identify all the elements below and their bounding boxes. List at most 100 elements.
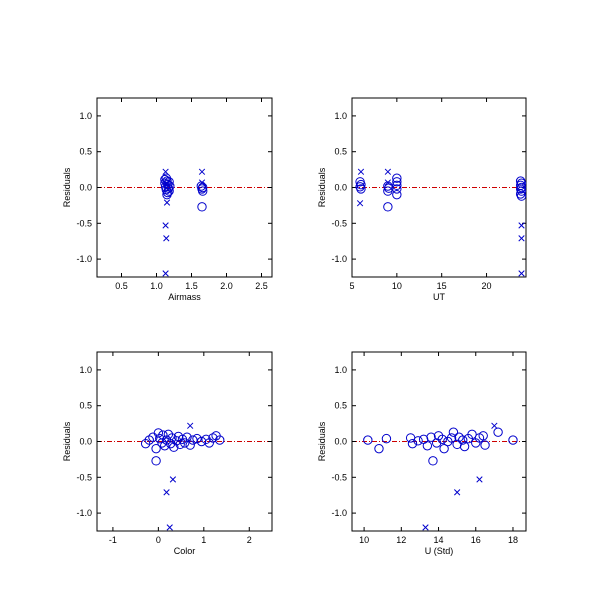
data-point-circle bbox=[175, 439, 185, 450]
y-tick-label: -0.5 bbox=[76, 218, 92, 228]
data-point-x bbox=[518, 270, 525, 277]
data-point-circle bbox=[413, 436, 423, 446]
y-tick-label: 0.5 bbox=[334, 147, 347, 157]
data-point-x bbox=[356, 200, 364, 207]
y-tick-label: -1.0 bbox=[76, 254, 92, 264]
data-point-x bbox=[163, 489, 170, 496]
data-point-x bbox=[162, 222, 169, 229]
data-point-x bbox=[422, 524, 429, 531]
residual-panel-4: 1.0 0.5 0.0 -0.5 -1.0 10 12 14 16 18 U (Std) Residu… bbox=[317, 351, 527, 556]
residual-panel-2: 1.0 0.5 0.0 -0.5 -1.0 5 10 15 20 UT Residuals bbox=[317, 97, 527, 302]
y-axis-label: Residuals bbox=[317, 421, 327, 461]
data-point-circle bbox=[439, 443, 449, 454]
data-point-circle bbox=[392, 189, 402, 200]
data-point-circle bbox=[151, 456, 161, 466]
data-point-circle bbox=[458, 435, 468, 445]
data-point-circle bbox=[480, 440, 490, 450]
x-tick-label: 14 bbox=[434, 535, 444, 545]
data-point-circle bbox=[448, 427, 459, 437]
data-point-x bbox=[491, 422, 498, 429]
x-tick-label: 10 bbox=[392, 281, 402, 291]
x-tick-label: 10 bbox=[359, 535, 369, 545]
y-tick-label: 0.0 bbox=[334, 437, 347, 447]
data-point-circle bbox=[437, 434, 447, 445]
data-point-x bbox=[198, 179, 206, 186]
y-tick-label: -0.5 bbox=[331, 472, 347, 482]
x-tick-label: 1.5 bbox=[185, 281, 198, 291]
x-tick-label: 12 bbox=[396, 535, 406, 545]
data-point-x bbox=[162, 270, 169, 277]
data-point-circle bbox=[516, 191, 527, 201]
y-tick-label: 0.5 bbox=[334, 401, 347, 411]
data-point-circle bbox=[169, 442, 179, 452]
y-axis-label: Residuals bbox=[62, 421, 72, 461]
data-point-circle bbox=[165, 181, 175, 191]
data-point-circle bbox=[392, 184, 402, 194]
data-point-x bbox=[518, 235, 525, 242]
data-point-x bbox=[453, 489, 461, 496]
data-point-x bbox=[357, 168, 365, 175]
residual-panel-1: 1.0 0.5 0.0 -0.5 -1.0 0.5 1.0 1.5 2.0 2.5 Airmass R… bbox=[62, 97, 273, 302]
y-tick-label: 1.0 bbox=[334, 111, 347, 121]
x-axis-label: U (Std) bbox=[425, 546, 454, 556]
data-point-circle bbox=[493, 427, 503, 437]
x-tick-label: -1 bbox=[109, 535, 117, 545]
data-point-circle bbox=[215, 435, 225, 445]
y-tick-label: 0.0 bbox=[79, 183, 92, 193]
data-point-circle bbox=[426, 432, 436, 442]
y-tick-label: 0.5 bbox=[79, 401, 92, 411]
x-axis-label: Airmass bbox=[168, 292, 201, 302]
x-tick-label: 16 bbox=[471, 535, 481, 545]
data-point-circle bbox=[160, 441, 170, 451]
data-point-circle bbox=[204, 438, 214, 448]
y-tick-label: -1.0 bbox=[331, 508, 347, 518]
data-point-circle bbox=[165, 438, 176, 449]
x-axis-label: UT bbox=[433, 292, 445, 302]
data-point-circle bbox=[185, 440, 195, 450]
data-point-circle bbox=[392, 173, 402, 183]
data-point-circle bbox=[381, 433, 392, 444]
data-point-circle bbox=[201, 434, 211, 445]
y-tick-label: 0.0 bbox=[334, 183, 347, 193]
data-point-circle bbox=[153, 428, 164, 438]
data-point-circle bbox=[167, 433, 177, 443]
x-tick-label: 15 bbox=[437, 281, 447, 291]
data-point-circle bbox=[356, 184, 366, 194]
y-tick-label: 1.0 bbox=[334, 365, 347, 375]
data-point-circle bbox=[392, 180, 402, 191]
data-point-circle bbox=[208, 433, 218, 443]
data-point-circle bbox=[182, 432, 192, 442]
data-point-circle bbox=[158, 430, 168, 440]
data-point-x bbox=[384, 179, 392, 186]
data-point-circle bbox=[180, 438, 190, 448]
y-tick-label: -0.5 bbox=[331, 218, 347, 228]
x-tick-label: 1.0 bbox=[150, 281, 163, 291]
data-point-x bbox=[163, 180, 170, 187]
x-tick-label: 18 bbox=[508, 535, 518, 545]
data-point-circle bbox=[192, 433, 202, 444]
x-tick-label: 0.5 bbox=[115, 281, 128, 291]
data-point-x bbox=[518, 222, 525, 229]
data-point-x bbox=[476, 476, 483, 483]
y-axis-label: Residuals bbox=[62, 167, 72, 207]
data-point-circle bbox=[478, 431, 488, 441]
data-point-x bbox=[198, 168, 206, 175]
data-point-x bbox=[169, 476, 177, 483]
data-point-circle bbox=[163, 429, 174, 440]
x-tick-label: 2.0 bbox=[220, 281, 233, 291]
y-tick-label: -0.5 bbox=[76, 472, 92, 482]
data-point-x bbox=[384, 168, 392, 175]
y-tick-label: 1.0 bbox=[79, 111, 92, 121]
data-point-circle bbox=[363, 435, 373, 445]
data-point-circle bbox=[198, 186, 208, 196]
data-point-circle bbox=[459, 441, 470, 452]
x-tick-label: 5 bbox=[349, 281, 354, 291]
data-point-circle bbox=[407, 438, 418, 449]
data-point-circle bbox=[446, 433, 457, 443]
data-point-circle bbox=[508, 435, 518, 445]
data-point-circle bbox=[374, 443, 384, 454]
data-point-circle bbox=[163, 179, 173, 190]
y-tick-label: 0.0 bbox=[79, 437, 92, 447]
y-tick-label: 1.0 bbox=[79, 365, 92, 375]
x-tick-label: 1 bbox=[201, 535, 206, 545]
